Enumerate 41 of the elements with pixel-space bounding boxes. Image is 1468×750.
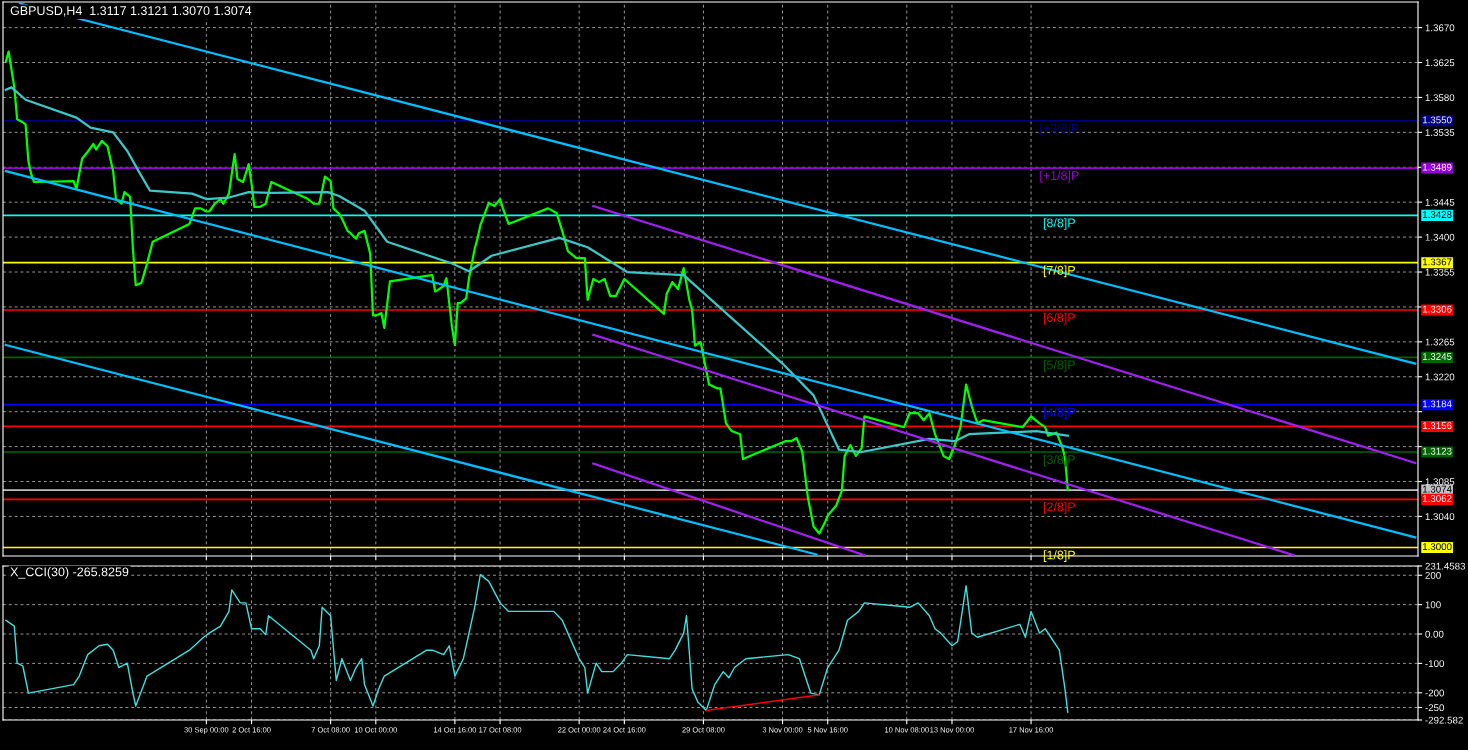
ref-line-label: 1.3062 [1422, 495, 1452, 502]
ref-line-label: 1.3123 [1422, 447, 1452, 455]
ref-line-label: 1.3489 [1422, 163, 1452, 171]
ref-line-label: 1.3428 [1422, 211, 1452, 218]
y-tick-label: -292.582 [1425, 716, 1463, 724]
annotation: [+2/8]P [1040, 123, 1079, 136]
y-tick-label: 1.3400 [1425, 233, 1455, 241]
annotation: [1/8]P [1043, 550, 1075, 562]
annotation: [6/8]P [1043, 312, 1075, 325]
y-tick-label: 1.3625 [1425, 59, 1455, 67]
ref-line-label: 1.3156 [1422, 422, 1452, 430]
y-tick-label: 1.3355 [1425, 268, 1455, 276]
y-tick-label: 1.3085 [1425, 478, 1455, 486]
chart-title: X_CCI(30) -265.8259 [10, 567, 129, 579]
y-tick-label: 1.3445 [1425, 198, 1455, 206]
y-tick-label: 200 [1425, 571, 1441, 579]
y-tick-label: -250 [1425, 704, 1445, 712]
ref-line-label: 1.3367 [1422, 258, 1452, 266]
ref-line-label: 1.3550 [1422, 116, 1452, 124]
y-tick-label: 1.3535 [1425, 129, 1455, 136]
annotation: [4/8]P [1043, 407, 1075, 420]
y-tick-label: -200 [1425, 689, 1445, 697]
annotation: [2/8]P [1043, 502, 1075, 514]
y-tick-label: 1.3265 [1425, 338, 1455, 346]
ref-line-label: 1.3000 [1422, 543, 1452, 551]
y-tick-label: 1.3220 [1425, 373, 1455, 381]
y-tick-label: 0.00 [1425, 630, 1444, 638]
y-tick-label: 1.3580 [1425, 94, 1455, 102]
ref-line-label: 1.3306 [1422, 305, 1452, 313]
y-tick-label: 1.3670 [1425, 24, 1455, 32]
y-tick-label: 100 [1425, 601, 1441, 609]
y-tick-label: 231.4583 [1425, 562, 1466, 570]
chart-title: GBPUSD,H4 1.3117 1.3121 1.3070 1.3074 [10, 6, 252, 17]
y-tick-label: 1.3040 [1425, 513, 1455, 521]
y-tick-label: -100 [1425, 660, 1445, 668]
annotation: [8/8]P [1043, 218, 1075, 230]
ref-line-label: 1.3074 [1422, 485, 1452, 493]
annotation: [+1/8]P [1040, 170, 1079, 183]
ref-line-label: 1.3184 [1422, 400, 1452, 408]
ref-line-label: 1.3245 [1422, 353, 1452, 360]
annotation: [5/8]P [1043, 360, 1075, 372]
